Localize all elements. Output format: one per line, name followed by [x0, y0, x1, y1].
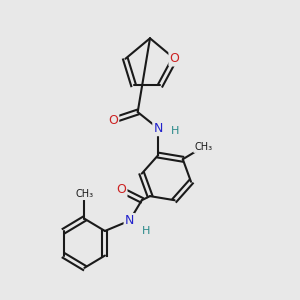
Text: CH₃: CH₃	[75, 189, 94, 199]
Text: H: H	[170, 125, 179, 136]
Text: N: N	[125, 214, 134, 227]
Text: O: O	[108, 114, 118, 127]
Text: O: O	[116, 184, 126, 196]
Text: N: N	[154, 122, 163, 135]
Text: CH₃: CH₃	[194, 142, 212, 152]
Text: H: H	[142, 226, 150, 236]
Text: O: O	[170, 52, 179, 65]
